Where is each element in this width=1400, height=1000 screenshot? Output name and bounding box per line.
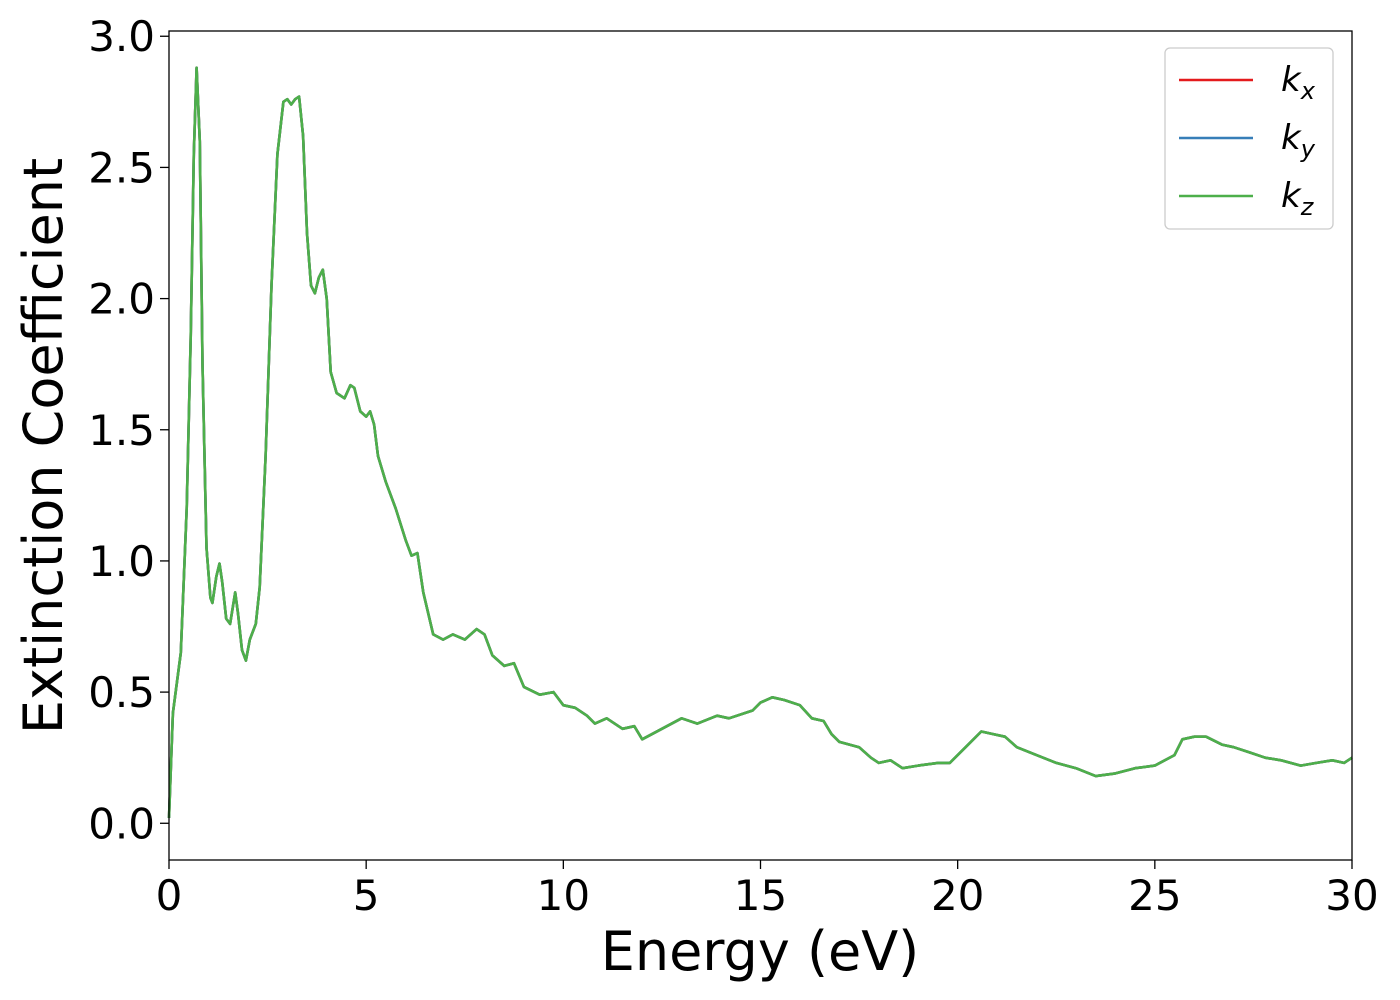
x-tick-label: 5	[353, 871, 380, 920]
legend-label-x: kx	[1281, 60, 1316, 105]
x-tick-label: 30	[1325, 871, 1378, 920]
y-tick-label: 1.5	[88, 406, 155, 455]
legend-label-y: ky	[1281, 118, 1316, 163]
legend-label-base: k	[1281, 60, 1302, 100]
legend-label-base: k	[1281, 176, 1302, 216]
x-axis: 0 5 10 15 20 25 30	[156, 860, 1379, 920]
legend-label-subscript: z	[1300, 193, 1315, 221]
series-line-z	[167, 66, 1353, 819]
y-tick-label: 0.5	[88, 668, 155, 717]
legend-label-base: k	[1281, 118, 1302, 158]
legend-label-z: kz	[1281, 176, 1315, 221]
y-axis: 0.0 0.5 1.0 1.5 2.0 2.5 3.0	[88, 12, 169, 848]
x-tick-label: 25	[1128, 871, 1181, 920]
x-axis-label: Energy (eV)	[601, 920, 920, 983]
legend-label-subscript: x	[1300, 77, 1316, 105]
series-layer	[167, 66, 1353, 819]
y-tick-label: 0.0	[88, 799, 155, 848]
y-tick-label: 2.0	[88, 275, 155, 324]
y-tick-label: 2.5	[88, 143, 155, 192]
y-tick-label: 1.0	[88, 537, 155, 586]
x-tick-label: 20	[931, 871, 984, 920]
x-tick-label: 0	[156, 871, 183, 920]
x-tick-label: 15	[734, 871, 787, 920]
x-tick-label: 10	[537, 871, 590, 920]
y-tick-label: 3.0	[88, 12, 155, 61]
y-axis-label: Extinction Coefficient	[12, 158, 75, 734]
legend-label-subscript: y	[1300, 135, 1316, 163]
